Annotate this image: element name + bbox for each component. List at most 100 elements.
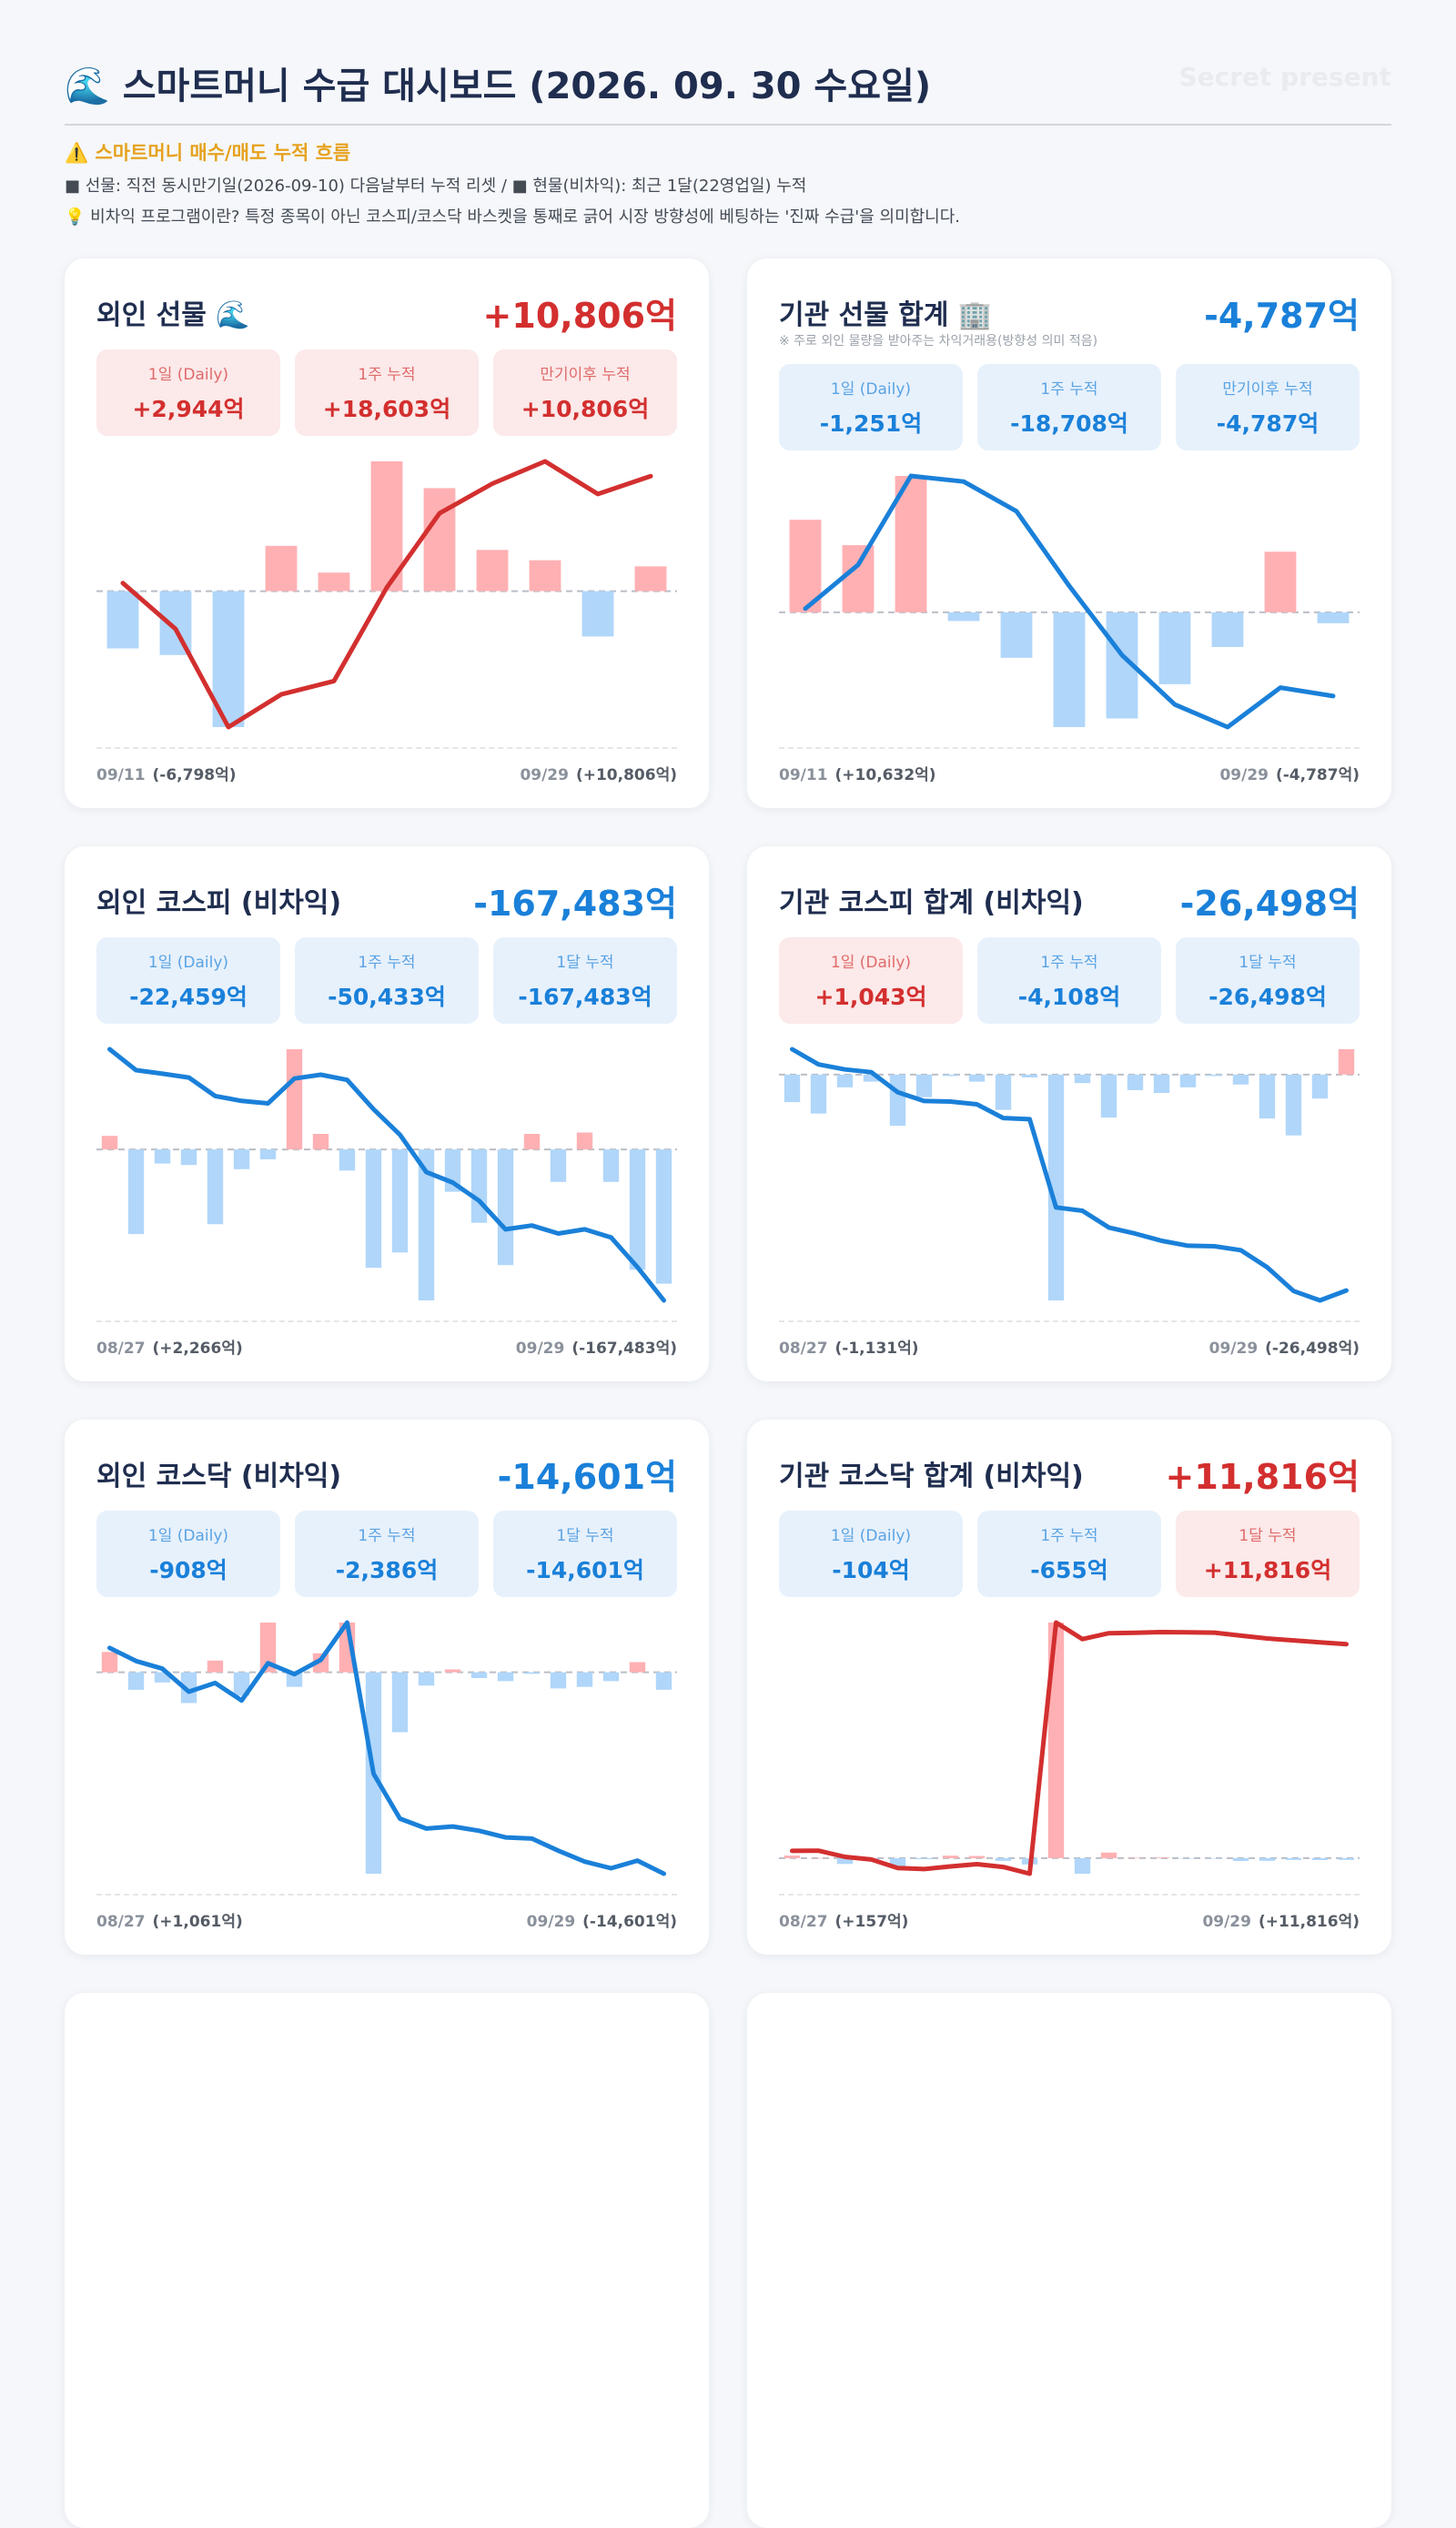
plot-area <box>779 467 1360 747</box>
stat-label: 1달 누적 <box>556 1527 614 1545</box>
bar <box>1338 1049 1355 1075</box>
notes-heading: ⚠️ 스마트머니 매수/매도 누적 흐름 <box>65 142 351 164</box>
bar <box>1179 1074 1197 1087</box>
bar <box>915 1074 933 1097</box>
bar <box>1127 1857 1144 1859</box>
card-total: +11,816억 <box>1165 1456 1360 1497</box>
footer-start: 09/11 (-6,798억) <box>96 762 237 784</box>
stat-box: 1일 (Daily) +1,043억 <box>779 937 963 1024</box>
footer-start: 08/27 (+1,061억) <box>96 1908 243 1931</box>
stat-box: 1주 누적 -18,708억 <box>977 364 1161 450</box>
bar <box>810 1074 827 1114</box>
bar <box>1127 1074 1144 1090</box>
note-line: ■ 선물: 직전 동시만기일(2026-09-10) 다음날부터 누적 리셋 /… <box>65 177 807 196</box>
cumulative-line <box>790 1620 1349 1876</box>
footer-value: (-6,798억) <box>152 766 237 784</box>
bar <box>550 1149 567 1182</box>
stat-value: -104억 <box>832 1557 910 1583</box>
stat-label: 1일 (Daily) <box>147 366 229 384</box>
bar <box>1179 1857 1197 1859</box>
bar <box>233 1672 250 1696</box>
stat-row: 1일 (Daily) -104억 1주 누적 -655억 1달 누적 +11,816억 <box>779 1511 1360 1597</box>
bar <box>1153 1857 1170 1858</box>
bar <box>391 1672 409 1733</box>
bar <box>1021 1074 1038 1077</box>
bar <box>602 1149 620 1182</box>
stat-value: -14,601억 <box>526 1557 644 1583</box>
chart-card: 기관 코스닥 합계 (비차익) +11,816억 1일 (Daily) -104억 1주… <box>747 1420 1391 1955</box>
stat-label: 1일 (Daily) <box>147 954 229 972</box>
bar <box>1259 1074 1276 1119</box>
card-header: 기관 코스닥 합계 (비차익) +11,816억 <box>779 1451 1360 1497</box>
bar <box>497 1672 514 1682</box>
footer-end: 09/29 (+10,806억) <box>520 762 677 784</box>
footer-end: 09/29 (-14,601억) <box>527 1908 677 1931</box>
bar <box>339 1149 356 1171</box>
stat-value: +2,944억 <box>132 396 245 422</box>
stat-label: 1주 누적 <box>358 366 416 384</box>
card-footer: 09/11 (+10,632억) 09/29 (-4,787억) <box>779 747 1360 784</box>
card-total: -167,483억 <box>473 883 677 924</box>
bar <box>365 1149 382 1269</box>
bar <box>101 1136 118 1150</box>
stat-row: 1일 (Daily) +1,043억 1주 누적 -4,108억 1달 누적 -26,49… <box>779 937 1360 1024</box>
bar <box>127 1672 145 1690</box>
stat-label: 1달 누적 <box>1239 954 1297 972</box>
plot-area <box>96 1613 677 1894</box>
bar <box>810 1857 827 1859</box>
bar <box>655 1149 672 1284</box>
card-header: 외인 코스피 (비차익) -167,483억 <box>96 877 677 924</box>
stat-label: 1주 누적 <box>1040 954 1098 972</box>
stat-label: 1달 누적 <box>1239 1527 1297 1545</box>
bar <box>1211 612 1244 647</box>
bar <box>497 1149 514 1266</box>
card-footer: 08/27 (+2,266억) 09/29 (-167,483억) <box>96 1320 677 1358</box>
bar <box>942 1074 959 1077</box>
footer-end: 09/29 (-167,483억) <box>516 1335 677 1358</box>
bar <box>1206 1857 1223 1859</box>
plot-area <box>779 1613 1360 1894</box>
footer-date: 09/29 <box>526 1913 576 1931</box>
bar <box>1264 551 1297 612</box>
bar <box>470 1672 488 1679</box>
bar <box>895 476 927 612</box>
stat-value: -22,459억 <box>129 984 248 1010</box>
bar <box>423 488 456 592</box>
footer-end: 09/29 (-4,787억) <box>1219 762 1360 784</box>
bar <box>581 591 614 637</box>
bar <box>968 1856 986 1858</box>
footer-date: 09/11 <box>96 766 146 784</box>
card-title: 기관 코스피 합계 (비차익) <box>779 887 1084 919</box>
bar <box>265 545 298 592</box>
card-total: +10,806억 <box>482 295 677 336</box>
stat-box: 1달 누적 -14,601억 <box>493 1511 677 1597</box>
page: 🌊 스마트머니 수급 대시보드 (2026. 09. 30 수요일) Secre… <box>65 62 1391 1931</box>
bar <box>576 1132 593 1150</box>
bar <box>602 1672 620 1682</box>
bar <box>286 1672 303 1687</box>
bar <box>1338 1857 1355 1860</box>
bar <box>576 1672 593 1687</box>
bar <box>968 1074 986 1082</box>
bar <box>1074 1857 1091 1874</box>
stat-value: -2,386억 <box>335 1557 439 1583</box>
bar <box>947 612 980 622</box>
bar <box>863 1074 880 1082</box>
bar <box>207 1149 224 1225</box>
footer-value: (-14,601억) <box>582 1913 677 1931</box>
stat-label: 만기이후 누적 <box>540 366 631 384</box>
bar <box>180 1149 197 1166</box>
cumulative-line <box>790 1047 1349 1303</box>
card-grid: 외인 선물 🌊 +10,806억 1일 (Daily) +2,944억 1주 누적 +18… <box>65 258 1391 2528</box>
card-total: -14,601억 <box>497 1456 677 1497</box>
chart-card <box>65 1993 709 2528</box>
stat-box: 1주 누적 -655억 <box>977 1511 1161 1597</box>
stat-box: 1주 누적 -50,433억 <box>295 937 479 1024</box>
stat-row: 1일 (Daily) -1,251억 1주 누적 -18,708억 만기이후 누적 -4,… <box>779 364 1360 450</box>
bar <box>418 1672 435 1686</box>
chart <box>96 1047 677 1303</box>
chart-card: 외인 코스닥 (비차익) -14,601억 1일 (Daily) -908억 1주 누적… <box>65 1420 709 1955</box>
bar <box>915 1857 933 1860</box>
stat-value: -1,251억 <box>819 410 923 437</box>
footer-start: 08/27 (-1,131억) <box>779 1335 919 1358</box>
